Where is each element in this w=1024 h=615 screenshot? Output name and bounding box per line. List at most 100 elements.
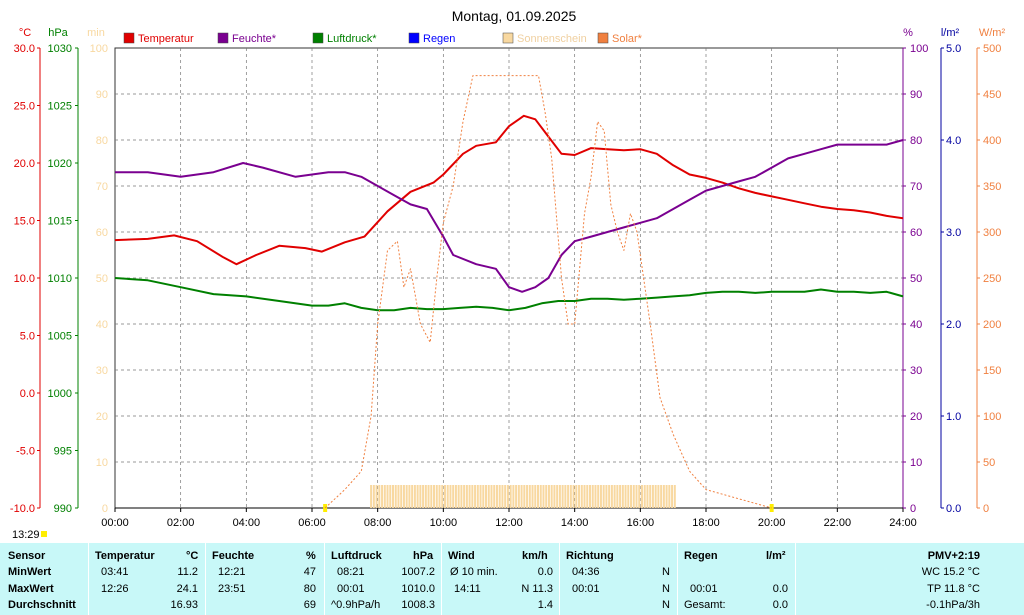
sunshine-bar (485, 485, 488, 508)
legend-swatch (597, 32, 609, 44)
col-humidity (206, 543, 325, 615)
solar-tick-label: 100 (983, 411, 1001, 423)
sunshine-bar (422, 485, 425, 508)
sunshine-bar (463, 485, 466, 508)
sun-tick-label: 10 (96, 457, 108, 469)
rain-unit-label: l/m² (941, 27, 960, 39)
pressure-tick-label: 990 (54, 503, 72, 515)
solar-tick-label: 50 (983, 457, 995, 469)
temp-unit-label: °C (19, 27, 31, 39)
legend-label: Luftdruck* (327, 33, 377, 45)
rain-tick-label: 4.0 (946, 135, 961, 147)
sunshine-bar (509, 485, 512, 508)
legend-swatch (217, 32, 229, 44)
sunshine-bar (449, 485, 452, 508)
direction-max-time: 00:01 (572, 583, 600, 595)
pressure-tick-label: 1025 (48, 101, 72, 113)
sunshine-bar (411, 485, 414, 508)
humidity-tick-label: 70 (910, 181, 922, 193)
sunshine-bar (528, 485, 531, 508)
x-tick-label: 22:00 (824, 517, 852, 529)
sunshine-bar (605, 485, 608, 508)
wind-max-time: 14:11 (454, 583, 481, 595)
sunshine-bar (441, 485, 444, 508)
sunshine-bar (602, 485, 605, 508)
direction-avg: N (662, 599, 670, 611)
time-label: 13:29 (12, 529, 40, 541)
humidity-tick-label: 50 (910, 273, 922, 285)
sunshine-bar (561, 485, 564, 508)
pressure-header: Luftdruck (331, 550, 382, 562)
col-wind (442, 543, 560, 615)
x-tick-label: 06:00 (298, 517, 326, 529)
sunshine-bar (419, 485, 422, 508)
x-tick-label: 20:00 (758, 517, 786, 529)
pressure-tick-label: 1020 (48, 158, 72, 170)
sunshine-bar (457, 485, 460, 508)
rain-unit: l/m² (766, 550, 786, 562)
wind-unit: km/h (522, 550, 548, 562)
x-tick-label: 04:00 (233, 517, 261, 529)
sunshine-bar (668, 485, 671, 508)
sunshine-bar (553, 485, 556, 508)
sunshine-bar (673, 485, 676, 508)
sunshine-bar (632, 485, 635, 508)
sunshine-bar (588, 485, 591, 508)
sunshine-bar (452, 485, 455, 508)
sunshine-bar (383, 485, 386, 508)
sunshine-bar (613, 485, 616, 508)
x-tick-label: 00:00 (101, 517, 129, 529)
legend-swatch (123, 32, 135, 44)
temp-max: 24.1 (176, 583, 198, 595)
series-line-solar (324, 75, 772, 509)
temp-avg: 16.93 (170, 599, 198, 611)
sunshine-bar (616, 485, 619, 508)
sunshine-bar (654, 485, 657, 508)
wind-header: Wind (448, 550, 475, 562)
sunshine-bar (391, 485, 394, 508)
x-tick-label: 18:00 (692, 517, 720, 529)
sunshine-bar (594, 485, 597, 508)
humidity-tick-label: 30 (910, 365, 922, 377)
chart-title: Montag, 01.09.2025 (452, 8, 577, 24)
sunshine-bar (400, 485, 403, 508)
pmv-dewpoint: TP 11.8 °C (927, 583, 980, 595)
legend-label: Solar* (612, 33, 643, 45)
x-tick-label: 08:00 (364, 517, 392, 529)
sunshine-bar (413, 485, 416, 508)
humidity-min: 47 (303, 566, 316, 578)
rain-tick-label: 3.0 (946, 227, 961, 239)
sun-tick-label: 20 (96, 411, 108, 423)
sunshine-bar (523, 485, 526, 508)
sunshine-bar (427, 485, 430, 508)
wind-max: N 11.3 (521, 583, 553, 595)
temp-tick-label: -5.0 (16, 446, 35, 458)
direction-max: N (662, 583, 670, 595)
sunshine-bar (482, 485, 485, 508)
temp-tick-label: -10.0 (10, 503, 35, 515)
humidity-max-time: 23:51 (218, 583, 246, 595)
legend-swatch (312, 32, 324, 44)
sunshine-bar (646, 485, 649, 508)
chart-legend: Temperatur Feuchte* Luftdruck* Regen Sonnens… (123, 32, 643, 45)
pressure-max: 1010.0 (401, 583, 435, 595)
sunshine-bar (476, 485, 479, 508)
sunshine-bar (547, 485, 550, 508)
col-sensor (0, 543, 89, 615)
x-tick-label: 12:00 (495, 517, 523, 529)
row-label-max: MaxWert (8, 583, 54, 595)
rain-tick-label: 5.0 (946, 43, 961, 55)
humidity-max: 80 (303, 583, 316, 595)
pressure-tick-label: 1015 (48, 216, 72, 228)
weather-chart: 00:00 02:00 04:00 06:00 08:00 10:00 12:00 14:00… (10, 8, 1006, 541)
sunshine-bar (597, 485, 600, 508)
row-label-min: MinWert (8, 566, 52, 578)
rain-max-time: 00:01 (690, 583, 718, 595)
sun-tick-label: 100 (90, 43, 108, 55)
sunshine-bar (430, 485, 433, 508)
time-marker (41, 531, 47, 537)
sunshine-bar (556, 485, 559, 508)
solar-tick-label: 350 (983, 181, 1001, 193)
solar-tick-label: 500 (983, 43, 1001, 55)
sunshine-bar (610, 485, 613, 508)
